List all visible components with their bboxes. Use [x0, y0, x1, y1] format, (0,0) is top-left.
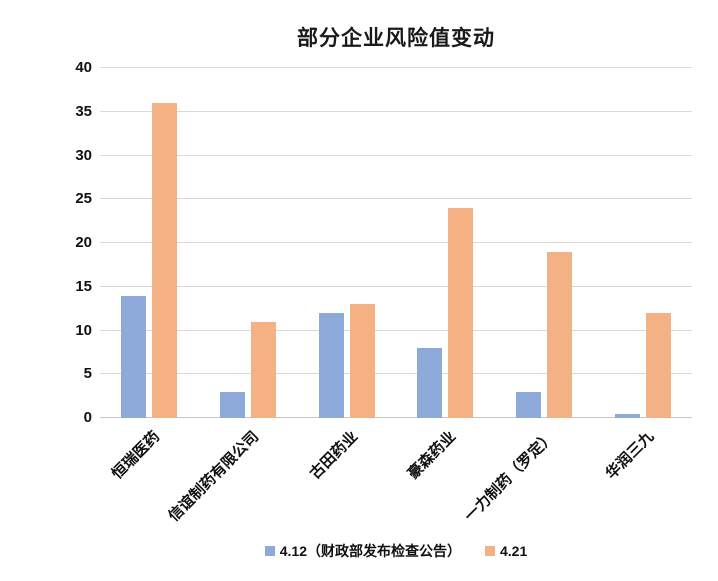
y-axis-tick-label: 10 — [75, 321, 92, 339]
x-axis-tick-label: 恒瑞医药 — [109, 428, 164, 483]
legend-item: 4.12（财政部发布检查公告） — [264, 541, 461, 561]
y-axis-tick-label: 35 — [75, 102, 92, 120]
bar — [546, 251, 572, 418]
x-axis-tick-label: 一力制药（罗定） — [461, 428, 559, 526]
bar — [121, 295, 147, 418]
bar-group — [593, 68, 692, 418]
y-axis-tick-label: 40 — [75, 59, 92, 76]
bar-group — [100, 68, 199, 418]
legend: 4.12（财政部发布检查公告） 4.21 — [100, 541, 692, 561]
bar — [152, 103, 178, 418]
gridline — [100, 154, 692, 156]
bar — [318, 313, 344, 418]
chart-title: 部分企业风险值变动 — [297, 27, 495, 50]
gridline — [100, 110, 692, 112]
x-axis-tick-label: 古田药业 — [306, 428, 361, 483]
bar — [219, 391, 245, 418]
legend-label: 4.21 — [500, 543, 528, 559]
x-axis-tick-label: 华润三九 — [602, 428, 657, 483]
gridline — [100, 373, 692, 375]
bar — [645, 313, 671, 418]
legend-swatch-icon — [264, 546, 275, 556]
bar — [515, 391, 541, 418]
y-axis-tick-label: 15 — [75, 277, 92, 295]
y-axis-tick-label: 30 — [75, 146, 92, 164]
legend-swatch-icon — [485, 546, 495, 556]
gridline — [100, 417, 692, 418]
x-axis-labels: 恒瑞医药 信谊制药有限公司 古田药业 豪森药业 一力制药（罗定） 华润三九 — [0, 424, 718, 544]
y-axis-tick-label: 0 — [83, 409, 92, 426]
gridline — [100, 67, 692, 68]
bar — [448, 208, 474, 418]
bar-group — [396, 68, 495, 418]
y-axis-tick-label: 20 — [75, 234, 92, 251]
gridline — [100, 242, 692, 243]
y-axis-tick-label: 5 — [83, 365, 92, 383]
legend-item: 4.21 — [485, 543, 527, 559]
y-axis-labels: 0 5 10 15 20 25 30 35 40 — [0, 59, 92, 426]
bar — [250, 321, 276, 418]
bar — [614, 413, 640, 418]
gridline — [100, 285, 692, 287]
gridline — [100, 329, 692, 331]
bar-group — [495, 68, 594, 418]
x-axis-tick-label: 信谊制药有限公司 — [165, 428, 263, 526]
bar — [417, 348, 443, 418]
y-axis-tick-label: 25 — [75, 190, 92, 208]
bar — [349, 304, 375, 418]
bar-group — [297, 68, 396, 418]
gridline — [100, 198, 692, 200]
legend-label: 4.12（财政部发布检查公告） — [279, 543, 461, 559]
plot-area — [100, 67, 692, 418]
bar-group — [199, 68, 298, 418]
x-axis-tick-label: 豪森药业 — [405, 428, 460, 483]
